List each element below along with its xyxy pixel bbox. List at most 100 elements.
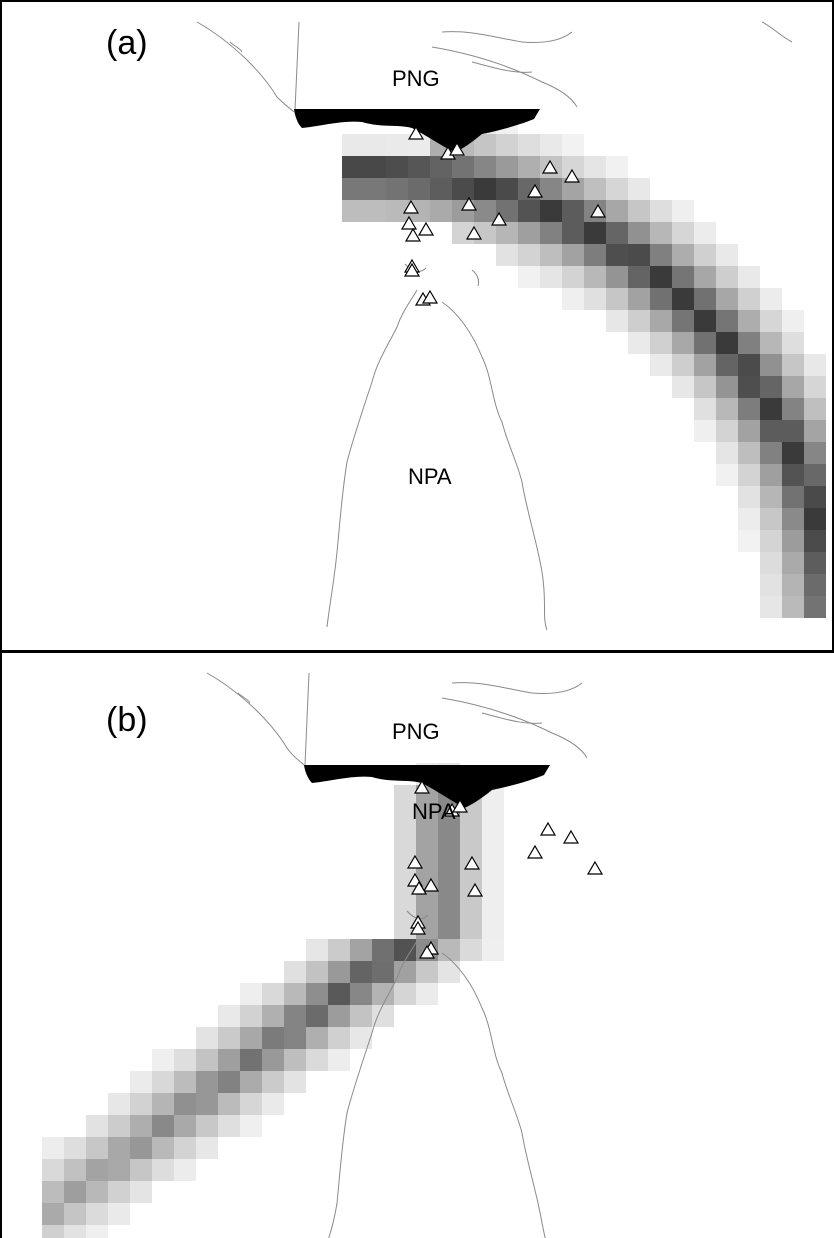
density-cell: [86, 1181, 108, 1203]
site-triangle-icon: [448, 141, 466, 156]
density-cell: [328, 939, 350, 961]
density-cell: [760, 596, 782, 618]
density-cell: [782, 464, 804, 486]
density-cell: [86, 1115, 108, 1137]
density-cell: [760, 464, 782, 486]
density-cell: [218, 1049, 240, 1071]
density-cell: [152, 1093, 174, 1115]
density-cell: [606, 244, 628, 266]
density-cell: [716, 310, 738, 332]
density-cell: [518, 266, 540, 288]
density-cell: [364, 200, 386, 222]
density-cell: [130, 1115, 152, 1137]
density-cell: [738, 464, 760, 486]
density-cell: [606, 156, 628, 178]
density-cell: [482, 895, 504, 917]
density-cell: [804, 464, 826, 486]
density-cell: [438, 939, 460, 961]
density-cell: [342, 134, 364, 156]
density-cell: [152, 1159, 174, 1181]
site-triangle-icon: [562, 829, 580, 844]
density-cell: [386, 134, 408, 156]
density-cell: [760, 508, 782, 530]
density-cell: [372, 939, 394, 961]
density-cell: [562, 222, 584, 244]
density-cell: [694, 354, 716, 376]
density-cell: [42, 1137, 64, 1159]
density-cell: [460, 829, 482, 851]
density-cell: [196, 1115, 218, 1137]
density-cell: [438, 917, 460, 939]
density-cell: [716, 244, 738, 266]
panel-a: (a) PNG NPA: [0, 0, 834, 652]
density-cell: [804, 486, 826, 508]
density-cell: [716, 288, 738, 310]
density-cell: [518, 156, 540, 178]
place-label-png: PNG: [392, 66, 440, 91]
density-cell: [108, 1093, 130, 1115]
density-cell: [328, 961, 350, 983]
density-cell: [694, 244, 716, 266]
site-triangle-icon: [406, 854, 424, 869]
density-cell: [562, 266, 584, 288]
density-cell: [130, 1071, 152, 1093]
density-cell: [460, 917, 482, 939]
density-cell: [628, 244, 650, 266]
density-cell: [716, 266, 738, 288]
density-cell: [64, 1225, 86, 1238]
density-cell: [416, 851, 438, 873]
density-cell: [152, 1137, 174, 1159]
density-cell: [562, 244, 584, 266]
density-cell: [716, 376, 738, 398]
density-cell: [174, 1049, 196, 1071]
density-cell: [218, 1071, 240, 1093]
density-cell: [540, 200, 562, 222]
density-cell: [760, 310, 782, 332]
border-strip-b: [304, 765, 550, 808]
density-cell: [738, 442, 760, 464]
site-triangle-icon: [490, 211, 508, 226]
density-cell: [306, 939, 328, 961]
density-cell: [130, 1159, 152, 1181]
density-cell: [540, 222, 562, 244]
density-cell: [284, 983, 306, 1005]
density-cell: [738, 354, 760, 376]
site-triangle-icon: [403, 262, 421, 277]
site-triangle-icon: [409, 920, 427, 935]
density-cell: [782, 310, 804, 332]
density-cell: [782, 596, 804, 618]
density-cell: [716, 442, 738, 464]
density-cell: [394, 807, 416, 829]
density-cell: [130, 1181, 152, 1203]
density-cell: [372, 983, 394, 1005]
density-cell: [416, 807, 438, 829]
density-cell: [606, 222, 628, 244]
density-cell: [760, 354, 782, 376]
density-cell: [474, 200, 496, 222]
density-cell: [394, 785, 416, 807]
density-cell: [394, 873, 416, 895]
density-cell: [152, 1071, 174, 1093]
density-cell: [738, 376, 760, 398]
density-cell: [438, 829, 460, 851]
density-cell: [174, 1093, 196, 1115]
density-cell: [460, 895, 482, 917]
density-cell: [482, 851, 504, 873]
density-cell: [430, 156, 452, 178]
density-cell: [694, 398, 716, 420]
density-cell: [760, 486, 782, 508]
density-cell: [628, 310, 650, 332]
density-cell: [372, 961, 394, 983]
density-cell: [394, 939, 416, 961]
density-cell: [306, 1027, 328, 1049]
density-cell: [518, 200, 540, 222]
density-cell: [738, 530, 760, 552]
density-cell: [108, 1159, 130, 1181]
density-cell: [416, 983, 438, 1005]
density-cell: [606, 178, 628, 200]
density-cell: [584, 266, 606, 288]
density-cell: [196, 1071, 218, 1093]
density-cell: [782, 508, 804, 530]
density-cell: [240, 1071, 262, 1093]
density-grid-a: [342, 112, 826, 618]
